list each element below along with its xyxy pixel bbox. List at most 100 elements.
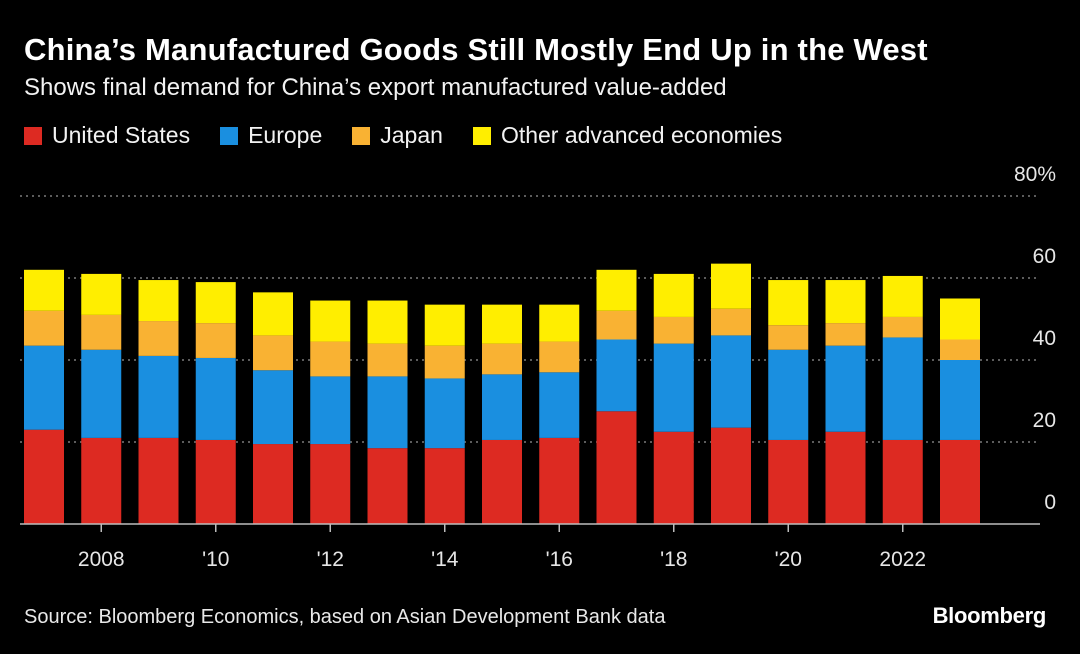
- bar-segment: [539, 437, 580, 524]
- y-tick-label: 0: [1044, 491, 1056, 514]
- bar-segment: [653, 343, 694, 432]
- bar-segment: [253, 370, 293, 445]
- bar-segment: [424, 345, 465, 379]
- bar-segment: [596, 339, 637, 412]
- bar-segment: [367, 448, 408, 524]
- x-tick-label: '14: [431, 548, 459, 571]
- bar-segment: [424, 304, 465, 346]
- bar-segment: [81, 273, 122, 315]
- bar-segment: [596, 310, 637, 340]
- bar-segment: [711, 263, 751, 309]
- bar-segment: [768, 439, 809, 524]
- bar-segment: [310, 341, 351, 377]
- x-tick-label: '12: [317, 548, 344, 571]
- x-tick-label: '20: [775, 548, 802, 571]
- legend-swatch: [24, 126, 42, 145]
- x-tick-label: 2022: [879, 548, 926, 571]
- bar-segment: [482, 343, 522, 375]
- bar-segment: [482, 304, 522, 344]
- bar-segment: [882, 337, 923, 440]
- bar-segment: [367, 376, 408, 449]
- bar-segment: [539, 372, 580, 438]
- bar-segment: [940, 360, 980, 440]
- bar-segment: [253, 335, 293, 371]
- legend-item: Other advanced economies: [472, 122, 783, 149]
- y-tick-label: 80%: [1014, 163, 1056, 186]
- bar-segment: [596, 269, 637, 311]
- bar-segment: [367, 343, 408, 377]
- y-tick-label: 20: [1033, 409, 1056, 432]
- bar-segment: [768, 349, 809, 440]
- bar-segment: [482, 439, 522, 524]
- x-tick-label: '16: [546, 548, 573, 571]
- bar-segment: [424, 448, 465, 524]
- legend-label: Japan: [380, 122, 443, 148]
- legend-label: United States: [52, 122, 191, 148]
- legend-item: United States: [24, 122, 190, 149]
- bar-segment: [825, 431, 866, 524]
- chart-legend: United States Europe Japan Other advanced e…: [24, 122, 782, 149]
- bar-segment: [882, 275, 923, 317]
- bar-segment: [253, 444, 293, 524]
- chart-subtitle: Shows final demand for China’s export ma…: [24, 74, 727, 101]
- legend-swatch: [352, 126, 371, 145]
- bar-segment: [596, 411, 637, 524]
- bar-segment: [195, 357, 236, 440]
- y-tick-label: 40: [1033, 327, 1056, 350]
- legend-item: Japan: [352, 122, 443, 149]
- bar-segment: [711, 427, 751, 524]
- bar-segment: [653, 273, 694, 317]
- bar-segment: [138, 321, 179, 356]
- bar-segment: [940, 298, 980, 340]
- x-tick-label: '10: [202, 548, 229, 571]
- bar-segment: [711, 308, 751, 336]
- y-tick-label: 60: [1033, 245, 1056, 268]
- bar-segment: [310, 300, 351, 342]
- bar-segment: [768, 280, 809, 326]
- bar-segment: [653, 431, 694, 524]
- legend-label: Other advanced economies: [500, 122, 783, 148]
- bar-segment: [825, 323, 866, 346]
- bar-segment: [195, 439, 236, 524]
- bar-segment: [24, 310, 64, 346]
- bar-segment: [81, 349, 122, 438]
- legend-swatch: [472, 126, 491, 145]
- bar-segment: [424, 378, 465, 449]
- bar-segment: [367, 300, 408, 344]
- bar-segment: [24, 345, 64, 430]
- bar-segment: [768, 325, 809, 350]
- bar-segment: [825, 280, 866, 324]
- legend-label: Europe: [248, 122, 323, 148]
- bar-segment: [138, 437, 179, 524]
- legend-swatch: [220, 126, 239, 145]
- bar-segment: [711, 335, 751, 428]
- bar-segment: [138, 280, 179, 322]
- x-tick-label: '18: [660, 548, 687, 571]
- bar-segment: [482, 374, 522, 440]
- bar-segment: [310, 444, 351, 524]
- bar-segment: [653, 316, 694, 344]
- bar-segment: [81, 437, 122, 524]
- bar-segment: [138, 355, 179, 438]
- bar-segment: [195, 282, 236, 324]
- chart-title: China’s Manufactured Goods Still Mostly …: [24, 32, 928, 67]
- bar-segment: [24, 429, 64, 524]
- source-note: Source: Bloomberg Economics, based on As…: [24, 606, 666, 628]
- bar-segment: [253, 292, 293, 336]
- bar-segment: [882, 316, 923, 338]
- bar-segment: [195, 323, 236, 358]
- bar-segment: [81, 314, 122, 350]
- bar-segment: [940, 439, 980, 524]
- x-tick-label: 2008: [78, 548, 125, 571]
- bar-segment: [310, 376, 351, 445]
- bar-segment: [539, 304, 580, 342]
- bar-segment: [940, 339, 980, 360]
- bar-segment: [825, 345, 866, 432]
- bar-segment: [539, 341, 580, 373]
- bloomberg-logo: Bloomberg: [932, 603, 1047, 628]
- legend-item: Europe: [220, 122, 322, 149]
- bar-segment: [882, 439, 923, 524]
- bar-segment: [24, 269, 64, 311]
